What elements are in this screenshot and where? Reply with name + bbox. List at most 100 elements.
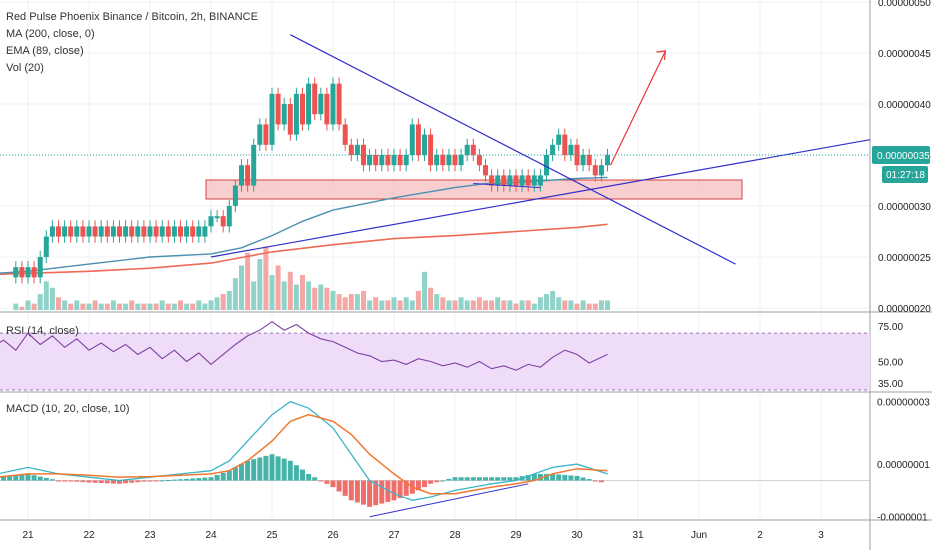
- candle-body: [98, 226, 104, 237]
- x-tick-label: Jun: [691, 530, 707, 541]
- macd-hist-bar: [300, 469, 305, 481]
- macd-hist-bar: [470, 477, 476, 481]
- x-tick-label: 27: [388, 530, 400, 541]
- macd-hist-bar: [507, 477, 513, 481]
- volume-bar: [598, 300, 604, 310]
- macd-hist-bar: [214, 475, 220, 481]
- candle-body: [513, 175, 519, 186]
- volume-bar: [470, 300, 476, 310]
- candle-body: [208, 216, 214, 227]
- macd-hist-bar: [336, 480, 342, 492]
- candle-body: [141, 226, 147, 237]
- rsi-tick-label: 75.00: [878, 322, 903, 333]
- candle-body: [74, 226, 80, 237]
- macd-hist-bar: [580, 477, 586, 481]
- macd-hist-bar: [568, 475, 574, 481]
- volume-bar: [19, 306, 25, 310]
- volume-bar: [135, 303, 141, 310]
- candle-body: [330, 83, 336, 125]
- candle-body: [135, 226, 141, 237]
- indicator-vol: Vol (20): [6, 62, 44, 74]
- candle-body: [342, 124, 348, 145]
- volume-bar: [68, 303, 74, 310]
- macd-hist-bar: [574, 475, 580, 481]
- axes: 0.00000050 0.00000045 0.00000040 0.00000035…: [22, 0, 931, 541]
- macd-hist-bar: [464, 477, 470, 481]
- macd-hist-bar: [275, 456, 281, 481]
- candle-body: [452, 155, 458, 166]
- candle-body: [434, 155, 440, 166]
- macd-tick-label: 0.00000001: [877, 460, 930, 471]
- ascending-trendline: [210, 139, 871, 258]
- macd-hist-bar: [397, 480, 403, 499]
- macd-hist-bar: [312, 477, 318, 481]
- volume-bar: [208, 300, 214, 310]
- volume-bar: [13, 303, 19, 310]
- candle-body: [226, 205, 232, 227]
- volume-bar: [318, 284, 324, 310]
- rsi-line: [0, 321, 608, 371]
- candle-body: [92, 226, 98, 237]
- candle-body: [324, 93, 330, 125]
- volume-bar: [476, 297, 482, 310]
- volume-bar: [226, 290, 232, 310]
- macd-hist-bar: [92, 480, 98, 483]
- macd-title: MACD (10, 20, close, 10): [6, 403, 130, 415]
- candle-body: [507, 175, 513, 186]
- candle-body: [293, 93, 299, 135]
- candle-body: [257, 124, 263, 145]
- volume-bar: [239, 265, 244, 310]
- macd-hist-bar: [330, 480, 336, 488]
- candle-body: [37, 256, 43, 278]
- rsi-pane: [0, 321, 870, 391]
- x-tick-label: 23: [144, 530, 156, 541]
- candle-body: [476, 155, 482, 166]
- macd-hist-bar: [415, 480, 421, 491]
- candle-body: [562, 134, 568, 155]
- volume-bar: [25, 300, 31, 310]
- candle-body: [568, 144, 574, 155]
- x-tick-label: 25: [266, 530, 278, 541]
- volume-bar: [391, 297, 397, 310]
- volume-bar: [574, 303, 580, 310]
- descending-trendline: [290, 34, 736, 265]
- candle-body: [580, 155, 586, 166]
- volume-bar: [336, 294, 342, 310]
- volume-bar: [178, 300, 183, 310]
- candle-body: [446, 155, 452, 166]
- x-tick-label: 2: [757, 530, 763, 541]
- macd-hist-bar: [37, 476, 43, 481]
- volume-bar: [397, 300, 403, 310]
- macd-hist-bar: [190, 478, 196, 481]
- macd-hist-bar: [208, 477, 214, 481]
- volume-bar: [354, 294, 360, 310]
- macd-hist-bar: [361, 480, 366, 505]
- candle-body: [525, 175, 531, 186]
- candle-body: [25, 267, 31, 278]
- macd-hist-bar: [141, 480, 147, 482]
- countdown-value: 01:27:18: [886, 170, 925, 181]
- candle-body: [550, 144, 556, 155]
- candle-body: [129, 226, 135, 237]
- volume-bar: [306, 281, 312, 310]
- price-tick-label: 0.00000020: [878, 304, 931, 315]
- candle-body: [104, 226, 110, 237]
- macd-hist-bar: [483, 477, 488, 481]
- candle-body: [86, 226, 92, 237]
- macd-hist-bar: [159, 480, 165, 482]
- macd-hist-bar: [135, 480, 141, 483]
- candle-body: [501, 175, 507, 186]
- macd-hist-bar: [7, 475, 13, 481]
- macd-hist-bar: [56, 480, 61, 482]
- volume-bar: [214, 297, 220, 310]
- volume-bar: [92, 300, 98, 310]
- macd-hist-bar: [379, 480, 385, 504]
- x-tick-label: 31: [632, 530, 644, 541]
- arrow-head: [656, 50, 667, 61]
- macd-hist-bar: [598, 480, 604, 483]
- volume-bar: [190, 303, 196, 310]
- candle-body: [397, 155, 403, 166]
- candle-body: [592, 165, 598, 176]
- volume-bar: [458, 297, 464, 310]
